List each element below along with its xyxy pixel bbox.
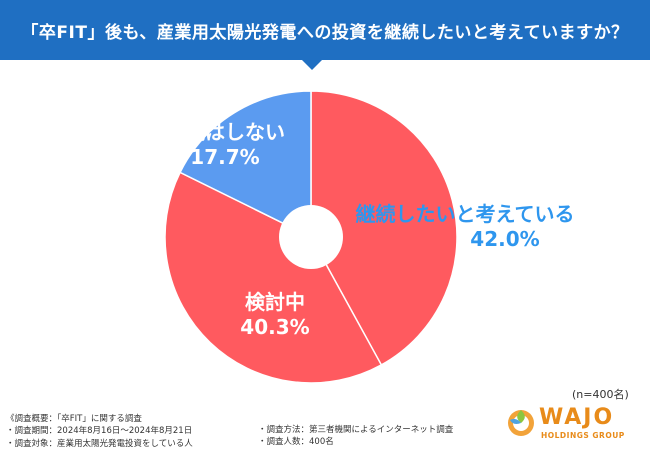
donut-hole: [279, 205, 343, 269]
label-not-continue-text: 継続はしない: [165, 120, 285, 144]
logo-wordmark: WAJO: [539, 405, 615, 430]
note-line: ・調査期間：2024年8月16日～2024年8月21日: [6, 426, 193, 437]
label-continue-value: 42.0%: [470, 227, 540, 251]
slice-not-continue: [179, 90, 312, 239]
survey-notes-left: 《調査概要：「卒FIT」に関する調査 ・調査期間：2024年8月16日～2024…: [6, 413, 193, 450]
label-considering-text: 検討中: [245, 290, 305, 314]
chart-title: 「卒FIT」後も、産業用太陽光発電への投資を継続したいと考えていますか？: [21, 22, 629, 43]
slice-continue: [310, 90, 458, 366]
label-not-continue: 継続はしない 17.7%: [150, 120, 300, 170]
wajo-logo-icon: [508, 410, 534, 436]
label-continue: 継続したいと考えている 42.0%: [340, 202, 590, 252]
note-line: ・調査人数：400名: [258, 437, 334, 448]
label-considering: 検討中 40.3%: [215, 290, 335, 340]
sample-size: (n=400名): [572, 388, 629, 401]
note-line: ・調査方法：第三者機関によるインターネット調査: [258, 425, 454, 435]
label-not-continue-value: 17.7%: [190, 145, 260, 169]
slice-considering: [164, 171, 383, 384]
wajo-logo: WAJO HOLDINGS GROUP: [505, 404, 630, 444]
label-continue-text: 継続したいと考えている: [355, 202, 575, 226]
chart-header: 「卒FIT」後も、産業用太陽光発電への投資を継続したいと考えていますか？: [0, 0, 650, 60]
note-line: 《調査概要：「卒FIT」に関する調査: [6, 414, 142, 424]
note-line: ・調査対象：産業用太陽光発電投資をしている人: [6, 438, 193, 449]
label-considering-value: 40.3%: [240, 315, 310, 339]
logo-subtitle: HOLDINGS GROUP: [541, 431, 625, 440]
survey-notes-right: ・調査方法：第三者機関によるインターネット調査 ・調査人数：400名: [258, 424, 453, 449]
header-pointer-arrow: [302, 60, 322, 70]
